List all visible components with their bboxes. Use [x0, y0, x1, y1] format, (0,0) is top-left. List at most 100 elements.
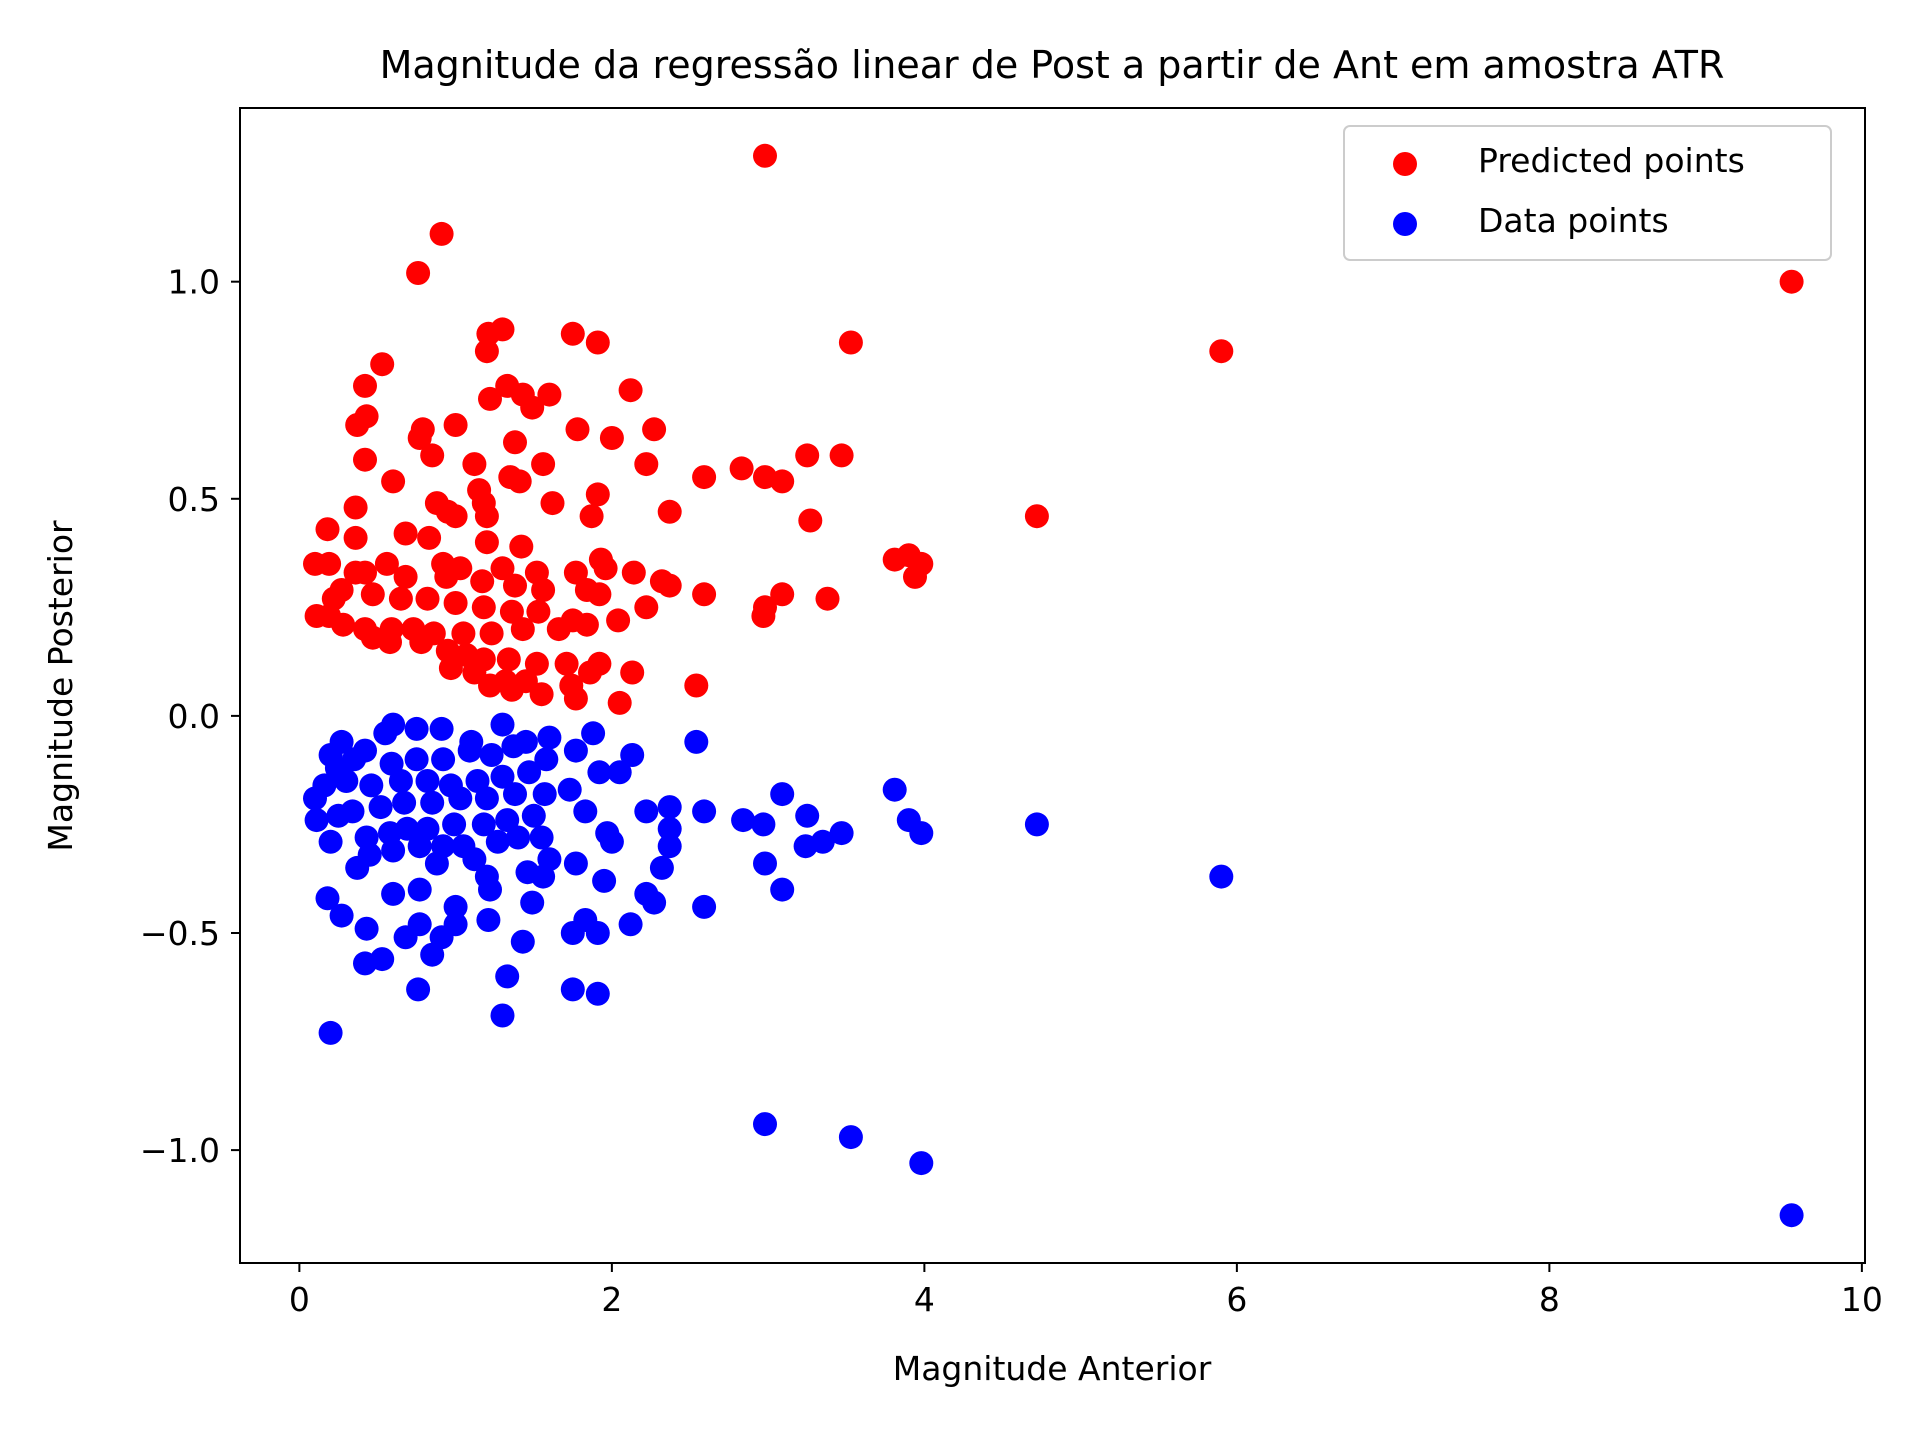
predicted-point	[657, 499, 682, 524]
y-axis-label: Magnitude Posterior	[41, 520, 80, 852]
predicted-point	[474, 504, 499, 529]
data-point	[503, 782, 527, 807]
data-point	[618, 912, 643, 937]
data-point	[587, 760, 612, 785]
x-tick-label: 10	[1841, 1280, 1883, 1319]
data-point	[753, 851, 777, 876]
y-tick-label: 0.5	[168, 480, 220, 519]
predicted-point	[1209, 339, 1234, 364]
data-point	[517, 760, 542, 785]
data-point	[495, 808, 520, 833]
data-point	[1209, 864, 1234, 889]
data-point	[404, 747, 429, 772]
predicted-point	[770, 582, 795, 607]
x-tick-label: 8	[1539, 1280, 1560, 1319]
predicted-point	[490, 556, 515, 581]
predicted-point	[798, 508, 823, 533]
data-point	[537, 847, 562, 872]
data-point	[684, 729, 709, 754]
predicted-point	[634, 452, 659, 477]
data-point	[354, 916, 379, 941]
data-point	[753, 1112, 777, 1137]
predicted-point	[606, 608, 631, 633]
predicted-point	[429, 221, 454, 246]
data-point	[882, 777, 907, 802]
data-point	[595, 821, 620, 846]
data-point	[415, 816, 440, 841]
data-point	[573, 799, 598, 824]
predicted-point	[345, 413, 370, 437]
data-point	[563, 851, 588, 876]
y-tick-label: 0.0	[168, 697, 220, 736]
data-point	[392, 790, 417, 815]
data-point	[438, 773, 463, 798]
data-point	[443, 912, 468, 937]
predicted-point	[620, 660, 645, 685]
chart-title: Magnitude da regressão linear de Post a …	[380, 43, 1725, 87]
data-point	[318, 1020, 343, 1045]
data-point	[404, 716, 429, 741]
predicted-point	[563, 560, 588, 585]
y-tick-label: −1.0	[140, 1131, 220, 1170]
predicted-point	[579, 504, 604, 529]
data-point	[420, 790, 445, 815]
data-point	[329, 903, 354, 928]
predicted-point	[378, 630, 402, 655]
predicted-point	[317, 551, 342, 576]
predicted-point	[407, 426, 432, 450]
data-point	[692, 799, 717, 824]
data-point	[585, 981, 610, 1006]
predicted-point	[684, 673, 709, 698]
predicted-point	[531, 452, 556, 477]
predicted-point	[565, 417, 590, 442]
predicted-point	[388, 586, 413, 611]
predicted-point	[838, 330, 863, 355]
predicted-point	[353, 373, 377, 398]
predicted-point	[529, 682, 554, 707]
data-point	[510, 929, 535, 954]
predicted-point	[438, 656, 463, 681]
data-point	[795, 803, 820, 828]
predicted-point	[537, 382, 562, 407]
predicted-point	[374, 551, 399, 576]
predicted-point	[470, 569, 495, 594]
x-tick-label: 0	[289, 1280, 310, 1319]
data-point	[340, 799, 365, 824]
data-point	[770, 877, 795, 902]
data-point	[490, 1003, 515, 1028]
predicted-point	[524, 651, 549, 676]
data-point	[318, 829, 343, 854]
predicted-point	[474, 339, 499, 364]
predicted-point	[540, 491, 565, 516]
data-point	[532, 782, 557, 807]
data-point	[490, 712, 515, 737]
predicted-point	[451, 621, 476, 646]
predicted-point	[370, 352, 395, 377]
data-point	[751, 812, 776, 837]
predicted-point	[510, 617, 535, 642]
series-data-points	[303, 712, 1804, 1228]
legend-marker-data	[1393, 212, 1417, 236]
data-point	[607, 760, 632, 785]
data-point	[692, 894, 717, 919]
data-point	[379, 751, 404, 776]
predicted-point	[520, 395, 545, 420]
y-axis: 1.0 0.5 0.0 −0.5 −1.0	[140, 263, 240, 1170]
predicted-point	[634, 595, 659, 620]
data-point	[520, 890, 545, 915]
legend: Predicted points Data points	[1343, 125, 1832, 261]
predicted-point	[409, 630, 434, 655]
data-point	[1024, 812, 1049, 837]
data-point	[620, 743, 645, 767]
legend-label-predicted: Predicted points	[1478, 141, 1745, 180]
predicted-point	[353, 447, 377, 472]
predicted-point	[315, 517, 340, 542]
data-point	[909, 821, 934, 846]
data-point	[407, 912, 432, 937]
predicted-point	[503, 430, 527, 455]
predicted-point	[420, 443, 445, 468]
predicted-point	[499, 677, 524, 702]
predicted-point	[585, 330, 610, 355]
data-point	[381, 712, 406, 737]
